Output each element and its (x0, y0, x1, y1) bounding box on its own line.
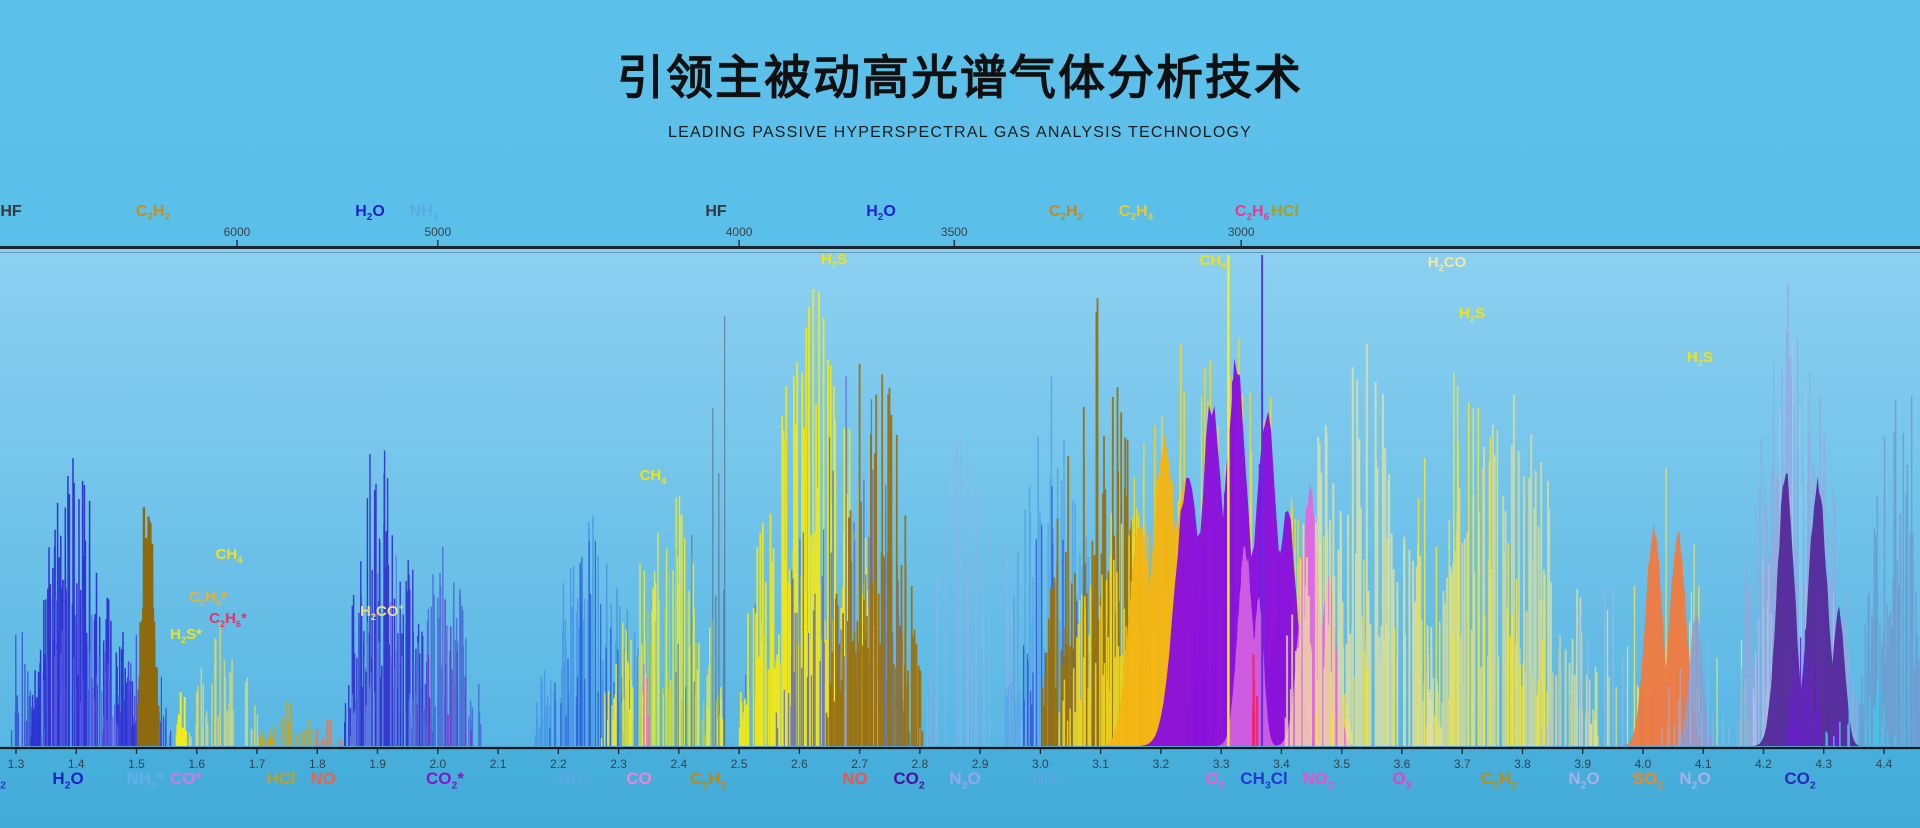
spectral-band-H2O (825, 363, 924, 746)
spectral-band-CO (643, 664, 650, 746)
spectral-band-CO2 (1782, 629, 1839, 746)
spectral-band-NH3* (136, 507, 160, 746)
spectral-band-HCl (258, 702, 331, 746)
spectral-band-CH3Cl (1141, 358, 1322, 746)
spectral-band-H2O-edge (10, 631, 33, 746)
spectral-band-cyan (1825, 678, 1897, 746)
header: 引领主被动高光谱气体分析技术 LEADING PASSIVE HYPERSPEC… (0, 52, 1920, 142)
bottom-axis-ticks (15, 748, 1885, 754)
spectral-band-NO2 (1252, 654, 1259, 746)
spectral-band-N2O (1661, 640, 1730, 746)
page-subtitle: LEADING PASSIVE HYPERSPECTRAL GAS ANALYS… (667, 123, 1253, 141)
spectral-band-SO2 (1622, 522, 1710, 746)
spectral-band-SO2 (1672, 608, 1720, 746)
spectral-band-H2O (40, 536, 119, 746)
spectral-band-C2H4-C2H6-H2S (188, 623, 260, 746)
spectral-band-CO* (175, 692, 187, 746)
spectral-band-CO2-edge (1859, 395, 1920, 746)
top-axis-ticks (236, 240, 1242, 247)
spectral-band-CO2 (1754, 473, 1861, 746)
spectral-band-CO2* (416, 599, 472, 746)
spectral-band-N2O-CO2 (919, 437, 1020, 746)
page-title: 引领主被动高光谱气体分析技术 (617, 51, 1303, 104)
